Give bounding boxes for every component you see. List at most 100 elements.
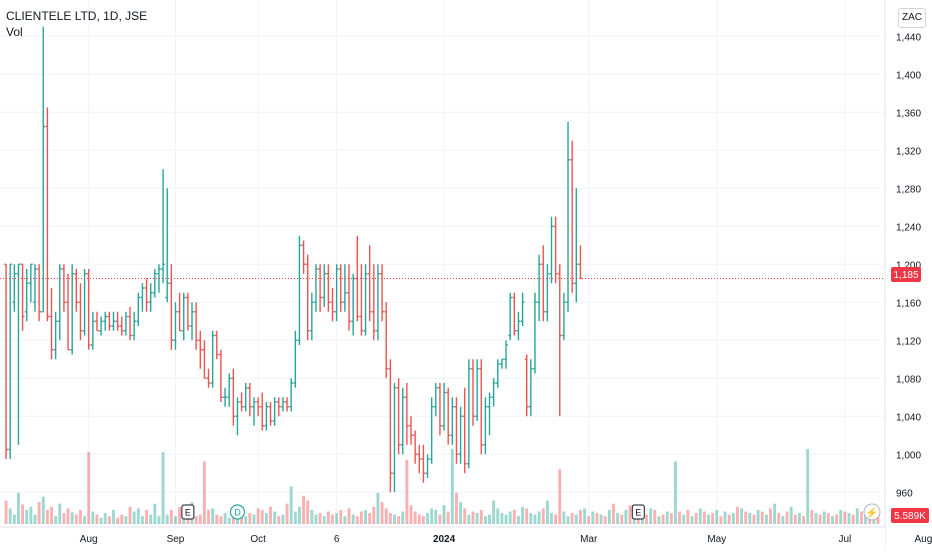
volume-bar [847, 513, 851, 524]
ohlc-bar [177, 292, 182, 332]
time-axis[interactable] [0, 527, 885, 550]
volume-bar [657, 516, 661, 524]
price-tick-label: 1,040 [896, 412, 921, 423]
ohlc-bar [285, 397, 289, 412]
volume-bar [446, 511, 450, 524]
volume-bar [719, 516, 723, 524]
volume-bar [74, 514, 78, 524]
volume-bar [818, 514, 822, 524]
volume-bar [194, 516, 198, 524]
ohlc-bar [425, 454, 430, 478]
ohlc-bar [330, 288, 335, 322]
ohlc-bar [190, 302, 194, 341]
ohlc-bar [210, 330, 215, 388]
ohlc-bar [243, 383, 248, 412]
lightning-button[interactable]: ⚡ [863, 503, 881, 521]
time-tick-label: 6 [334, 534, 340, 545]
volume-bar [297, 506, 301, 524]
ohlc-bar [49, 288, 54, 360]
volume-bar [153, 503, 157, 524]
ohlc-bar [252, 397, 256, 426]
ohlc-bar [438, 383, 442, 436]
volume-bar [364, 509, 368, 524]
volume-bar [525, 508, 529, 524]
volume-bar [388, 513, 392, 524]
volume-bar [698, 508, 702, 524]
volume-bar [120, 514, 124, 524]
volume-bar [37, 502, 41, 524]
event-marker[interactable]: E [631, 504, 645, 520]
volume-bar [17, 492, 20, 524]
ohlc-bar [99, 316, 103, 336]
volume-bar [483, 516, 487, 524]
ohlc-bar [165, 188, 170, 303]
volume-bar [802, 516, 806, 524]
volume-bar [612, 503, 615, 524]
volume-bar [702, 511, 706, 524]
currency-badge[interactable]: ZAC [898, 8, 926, 28]
volume-bar [343, 516, 347, 524]
time-tick-label: 2024 [433, 534, 456, 545]
volume-bar [393, 514, 396, 524]
volume-bar [174, 516, 177, 524]
ohlc-bar [450, 397, 455, 445]
volume-bar [583, 508, 587, 524]
ohlc-bar [247, 383, 252, 417]
volume-bar [777, 513, 781, 524]
event-marker-label: E [185, 508, 191, 518]
volume-bar [744, 511, 748, 524]
volume-bar [756, 509, 760, 524]
ohlc-bar [28, 263, 33, 303]
ohlc-bar [562, 292, 566, 341]
volume-bar [649, 508, 653, 524]
ohlc-bar [446, 387, 451, 445]
volume-bar [45, 509, 49, 524]
ohlc-bar [322, 264, 327, 307]
ohlc-bar [223, 387, 227, 407]
ohlc-bar [545, 264, 550, 322]
ohlc-bar [367, 245, 372, 322]
ohlc-bar [297, 235, 302, 345]
volume-bar [723, 511, 727, 524]
volume-bar [380, 502, 384, 524]
ohlc-bar [86, 269, 91, 350]
volume-bar [359, 511, 363, 524]
volume-bar [839, 509, 843, 524]
volume-bar [124, 516, 128, 524]
volume-bar [822, 511, 826, 524]
volume-bar [769, 508, 772, 524]
ohlc-bar [458, 406, 463, 464]
volume-bar [740, 508, 744, 524]
volume-bar [107, 516, 111, 524]
volume-bar [264, 513, 268, 524]
event-marker[interactable]: D [229, 504, 246, 520]
volume-bar [694, 513, 698, 524]
volume-bar [409, 505, 413, 524]
ohlc-bar [74, 269, 79, 312]
volume-bar [252, 514, 256, 524]
volume-bar [285, 503, 289, 524]
ohlc-bar [103, 311, 108, 331]
event-marker[interactable]: E [181, 504, 195, 520]
ohlc-bar [574, 188, 579, 303]
volume-bar [760, 511, 764, 524]
ohlc-bar [227, 373, 232, 407]
volume-bar [169, 509, 173, 524]
volume-bar [58, 503, 62, 524]
volume-bar [789, 506, 793, 524]
volume-bar [50, 506, 53, 524]
volume-bar [269, 506, 272, 524]
volume-bar [810, 509, 814, 524]
volume-bar [405, 459, 409, 524]
volume-bar [149, 514, 153, 524]
volume-bar [661, 514, 665, 524]
volume-bar [244, 516, 248, 524]
time-tick-label: Aug [914, 534, 932, 545]
last-price-badge: 1,185 [891, 267, 921, 282]
volume-bar [277, 516, 281, 524]
time-tick-label: May [707, 534, 726, 545]
volume-bar [488, 514, 491, 524]
ohlc-bar [144, 278, 149, 312]
ohlc-bar [90, 311, 95, 350]
